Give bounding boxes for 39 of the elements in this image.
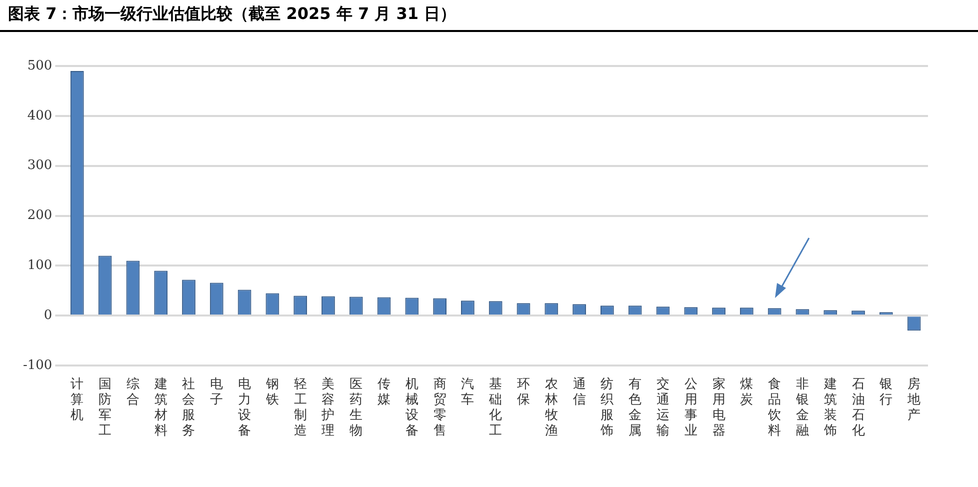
x-tick-label: 通信 [572, 376, 586, 408]
x-tick-label: 基础化工 [488, 376, 502, 439]
x-tick-label: 农林牧渔 [544, 376, 558, 439]
x-tick-label: 房地产 [906, 376, 921, 423]
x-tick-label: 机械设备 [405, 376, 418, 439]
x-tick-label: 有色金属 [628, 376, 642, 439]
y-tick-label: 100 [27, 258, 52, 274]
x-tick-label: 公用事业 [684, 376, 698, 439]
y-tick-label: 0 [44, 308, 52, 324]
y-tick-label: -100 [22, 358, 52, 373]
x-tick-label: 轻工制造 [294, 376, 307, 439]
x-tick-label: 国防军工 [98, 376, 112, 439]
x-tick-label: 商贸零售 [433, 376, 446, 439]
x-tick-label: 纺织服饰 [600, 376, 614, 439]
y-tick-label: 300 [27, 158, 52, 174]
x-tick-label: 环保 [517, 376, 530, 408]
x-tick-label: 计算机 [70, 376, 84, 423]
x-tick-label: 医药生物 [350, 376, 363, 439]
x-tick-label: 美容护理 [320, 376, 335, 439]
y-tick-label: 500 [27, 58, 52, 74]
x-tick-label: 社会服务 [182, 376, 196, 439]
x-tick-label: 家用电器 [712, 376, 726, 439]
x-tick-label: 石油石化 [852, 376, 865, 439]
x-tick-label: 电子 [210, 376, 224, 408]
x-tick-label: 电力设备 [238, 376, 252, 439]
chart-title: 图表 7：市场一级行业估值比较（截至 2025 年 7 月 31 日） [8, 4, 456, 25]
x-tick-label: 煤炭 [740, 376, 754, 408]
x-tick-label: 交通运输 [656, 376, 670, 439]
y-tick-label: 400 [27, 108, 52, 124]
x-tick-label: 建筑材料 [153, 376, 168, 439]
x-tick-label: 综合 [126, 376, 140, 408]
x-tick-label: 汽车 [461, 376, 474, 408]
x-tick-label: 银行 [878, 376, 893, 408]
x-tick-label: 非银金融 [794, 376, 809, 439]
y-tick-label: 200 [27, 208, 52, 224]
x-tick-label: 钢铁 [264, 376, 279, 408]
x-tick-label: 食品饮料 [767, 376, 782, 439]
x-tick-label: 建筑装饰 [822, 376, 837, 439]
x-tick-label: 传媒 [378, 376, 391, 408]
